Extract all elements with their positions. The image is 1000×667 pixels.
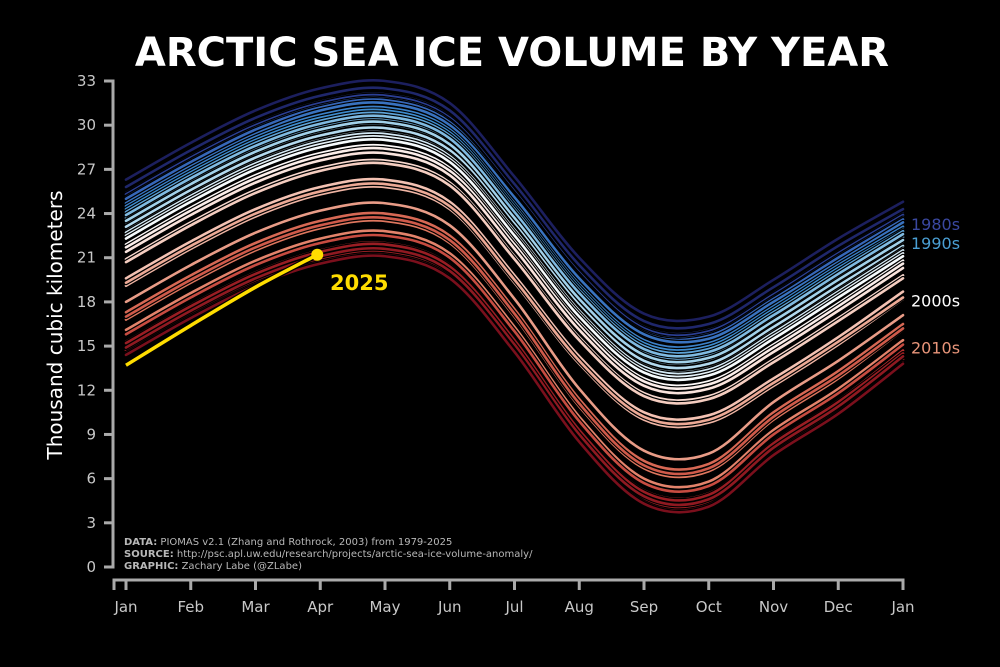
- year-line-1988: [123, 99, 906, 345]
- footer-data: DATA: PIOMAS v2.1 (Zhang and Rothrock, 2…: [124, 537, 452, 548]
- year-line-2009: [123, 180, 906, 427]
- year-line-1997: [123, 125, 906, 371]
- year-line-stroke: [124, 216, 905, 476]
- year-line-stroke: [124, 201, 905, 461]
- y-tick-label: 12: [77, 381, 96, 399]
- year-lines: [123, 77, 906, 515]
- x-axis-line: [112, 578, 905, 590]
- year-line-2007: [123, 176, 906, 423]
- year-line-stroke: [124, 229, 905, 489]
- y-tick-label: 3: [86, 514, 96, 532]
- year-line-1994: [123, 113, 906, 359]
- x-tick-label: Feb: [177, 598, 204, 616]
- y-axis-line: [104, 79, 115, 569]
- decade-label: 2010s: [911, 339, 960, 358]
- year-line-stroke: [124, 79, 905, 323]
- year-line-stroke: [124, 233, 905, 493]
- y-tick-label: 6: [86, 470, 96, 488]
- y-tick-label: 18: [77, 293, 96, 311]
- year-line-2012: [123, 228, 906, 490]
- year-line-2021: [123, 241, 906, 503]
- year-line-1996: [123, 119, 906, 365]
- y-tick-label: 21: [77, 249, 96, 267]
- year-line-2016: [123, 232, 906, 495]
- year-line-1980: [123, 85, 906, 331]
- year-line-stroke: [124, 137, 905, 382]
- year-line-stroke: [124, 242, 905, 502]
- footer-source-label: SOURCE:: [124, 549, 174, 560]
- y-tick-label: 30: [77, 116, 96, 134]
- y-tick-label: 27: [77, 160, 96, 178]
- footer-graphic-text: Zachary Labe (@ZLabe): [178, 561, 302, 572]
- decade-label: 1990s: [911, 234, 960, 253]
- x-tick-label: May: [369, 598, 400, 616]
- year-line-stroke: [124, 126, 905, 370]
- x-tick-label: Mar: [241, 598, 270, 616]
- x-tick-label: Dec: [824, 598, 853, 616]
- x-tick-label: Aug: [565, 598, 594, 616]
- year-line-stroke: [124, 114, 905, 358]
- y-tick-label: 15: [77, 337, 96, 355]
- footer-graphic-label: GRAPHIC:: [124, 561, 178, 572]
- x-tick-label: Jul: [504, 598, 523, 616]
- y-tick-label: 0: [86, 558, 96, 576]
- year-line-stroke: [124, 211, 905, 471]
- year-line-stroke: [124, 120, 905, 364]
- footer-data-label: DATA:: [124, 537, 157, 548]
- year-line-stroke: [124, 161, 905, 405]
- footer-data-text: PIOMAS v2.1 (Zhang and Rothrock, 2003) f…: [157, 537, 452, 548]
- footer-source: SOURCE: http://psc.apl.uw.edu/research/p…: [124, 549, 533, 560]
- year-line-2015: [123, 214, 906, 477]
- year-line-2004: [123, 150, 906, 396]
- x-tick-label: Sep: [630, 598, 658, 616]
- y-tick-label: 33: [77, 72, 96, 90]
- decade-label: 1980s: [911, 215, 960, 234]
- year-line-2006: [123, 160, 906, 406]
- year-line-stroke: [124, 146, 905, 391]
- label-2025: 2025: [330, 271, 388, 295]
- year-line-2010: [123, 200, 906, 462]
- footer-graphic: GRAPHIC: Zachary Labe (@ZLabe): [124, 561, 302, 572]
- year-line-2022: [123, 245, 906, 508]
- highlight-2025: 2025: [124, 248, 388, 368]
- year-line-stroke: [124, 86, 905, 330]
- footer-source-text: http://psc.apl.uw.edu/research/projects/…: [174, 549, 533, 560]
- x-tick-label: Jan: [890, 598, 914, 616]
- footer-credits: DATA: PIOMAS v2.1 (Zhang and Rothrock, 2…: [124, 537, 533, 572]
- year-line-2014: [123, 210, 906, 473]
- year-line-stroke: [124, 246, 905, 507]
- x-tick-label: Jan: [113, 598, 137, 616]
- y-axis-label: Thousand cubic kilometers: [43, 191, 67, 461]
- x-tick-label: Oct: [696, 598, 722, 616]
- y-tick-label: 9: [86, 425, 96, 443]
- year-line-2003: [123, 145, 906, 392]
- x-tick-label: Apr: [307, 598, 334, 616]
- decade-label: 2000s: [911, 291, 960, 310]
- line-2025: [125, 253, 319, 367]
- x-tick-label: Jun: [437, 598, 461, 616]
- year-line-stroke: [124, 177, 905, 421]
- chart-title: ARCTIC SEA ICE VOLUME BY YEAR: [135, 30, 889, 76]
- year-line-stroke: [124, 182, 905, 426]
- latest-point-marker: [311, 248, 324, 261]
- year-line-1979: [123, 77, 906, 324]
- x-tick-label: Nov: [759, 598, 788, 616]
- y-tick-label: 24: [77, 205, 96, 223]
- year-line-stroke: [124, 101, 905, 344]
- year-line-2001: [123, 136, 906, 383]
- axes: 0 3 6 9 12 15 18 21 24 27 30 33 Jan Feb Mar Apr May Jun Ju…: [77, 72, 915, 616]
- year-line-stroke: [124, 151, 905, 395]
